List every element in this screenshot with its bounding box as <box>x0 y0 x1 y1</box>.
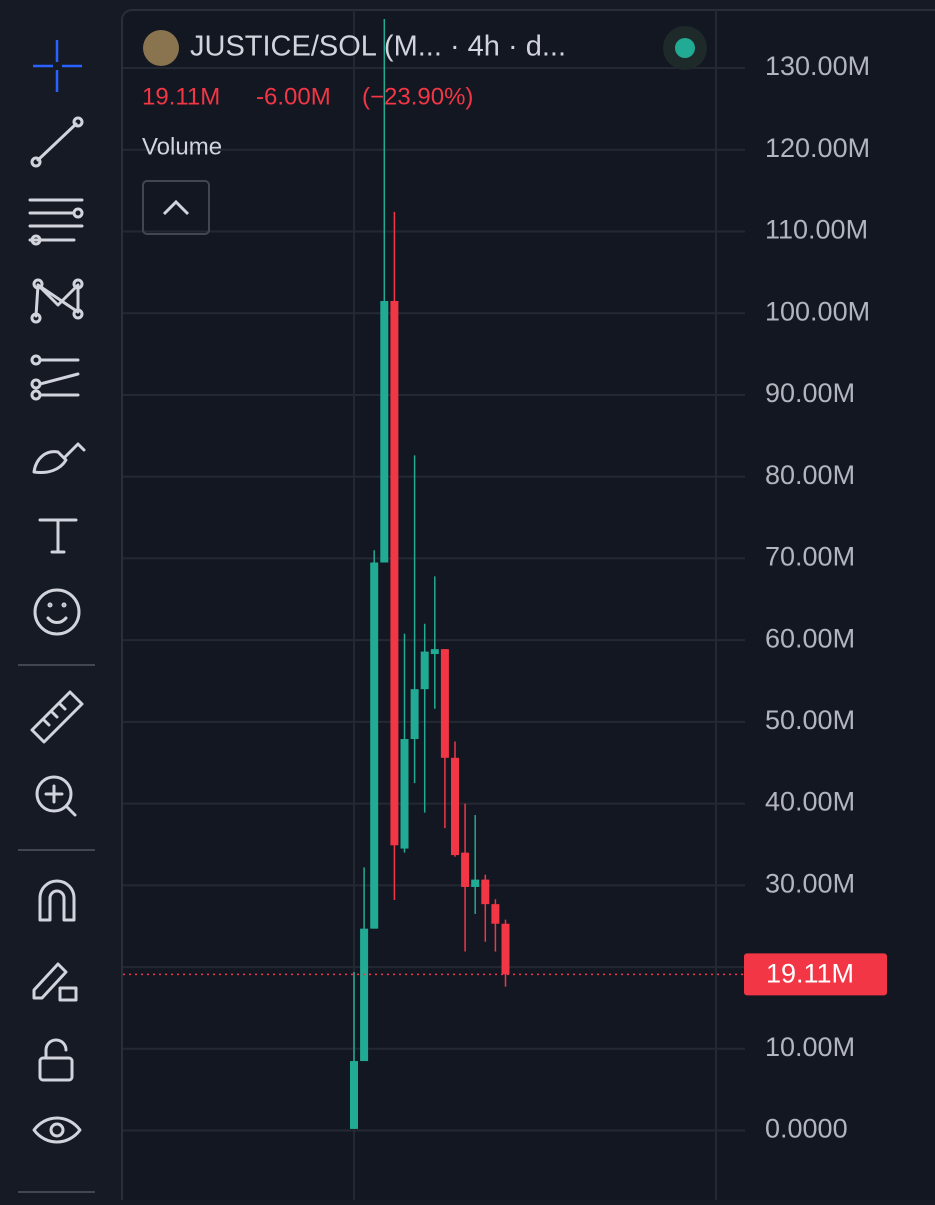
text-tool[interactable] <box>38 518 78 554</box>
y-tick-label: 70.00M <box>765 542 855 572</box>
y-tick-label: 80.00M <box>765 460 855 490</box>
candle-body <box>440 649 449 758</box>
candle-body <box>350 1061 358 1129</box>
zoom-tool[interactable] <box>35 775 77 817</box>
header: JUSTICE/SOL (M... · 4h · d... 19.11M -6.… <box>142 26 707 235</box>
y-tick-label: 0.0000 <box>765 1114 848 1144</box>
candle-body <box>380 300 389 563</box>
y-tick-label: 120.00M <box>765 133 870 163</box>
candle-body <box>451 757 459 856</box>
y-tick-label: 110.00M <box>765 215 868 245</box>
emoji-tool[interactable] <box>33 588 81 636</box>
lock-drawings-tool[interactable] <box>32 962 78 1002</box>
trendline-tool[interactable] <box>30 116 84 168</box>
last-price-label: 19.11M <box>766 958 854 988</box>
y-tick-label: 50.00M <box>765 705 855 735</box>
change: -6.00M <box>256 83 331 110</box>
candle-body <box>360 928 369 1062</box>
chart-panel <box>121 9 935 1205</box>
candle-body <box>461 852 470 887</box>
last-price-badge <box>744 953 887 996</box>
y-tick-label: 100.00M <box>765 296 870 326</box>
y-tick-label: 40.00M <box>765 787 855 817</box>
token-icon <box>143 30 179 66</box>
change-percent: (−23.90%) <box>362 83 473 110</box>
candle-body <box>501 923 510 975</box>
candle-body <box>390 300 399 846</box>
indicator-name: Volume <box>142 133 222 160</box>
candle-body <box>420 651 429 690</box>
brush-tool[interactable] <box>32 442 86 474</box>
candle-body <box>370 562 379 929</box>
prediction-tool[interactable] <box>30 354 80 401</box>
collapse-button[interactable] <box>142 180 210 235</box>
visibility-tool[interactable] <box>32 1116 82 1144</box>
status-dot <box>675 38 695 58</box>
toolbar <box>18 40 95 1193</box>
ruler-tool[interactable] <box>30 690 84 744</box>
fib-tool[interactable] <box>28 198 84 246</box>
candle-body <box>430 649 439 655</box>
candle-body <box>481 879 490 905</box>
collapse-icon <box>162 199 190 216</box>
candle-body <box>491 904 500 924</box>
y-tick-label: 10.00M <box>765 1032 855 1062</box>
plot: 0.000010.00M20.00M30.00M40.00M50.00M60.0… <box>123 10 887 1200</box>
magnet-tool[interactable] <box>38 879 76 922</box>
y-tick-label: 60.00M <box>765 623 855 653</box>
y-tick-label: 30.00M <box>765 868 855 898</box>
crosshair-tool[interactable] <box>33 40 82 92</box>
last-price: 19.11M <box>142 83 220 110</box>
candle-body <box>410 689 419 740</box>
y-tick-label: 90.00M <box>765 378 855 408</box>
candle-body <box>400 739 409 849</box>
y-tick-label: 130.00M <box>765 51 870 81</box>
candle-body <box>471 879 480 887</box>
symbol-title: JUSTICE/SOL (M... · 4h · d... <box>190 31 566 63</box>
pattern-tool[interactable] <box>30 278 84 324</box>
lock-tool[interactable] <box>38 1038 74 1082</box>
